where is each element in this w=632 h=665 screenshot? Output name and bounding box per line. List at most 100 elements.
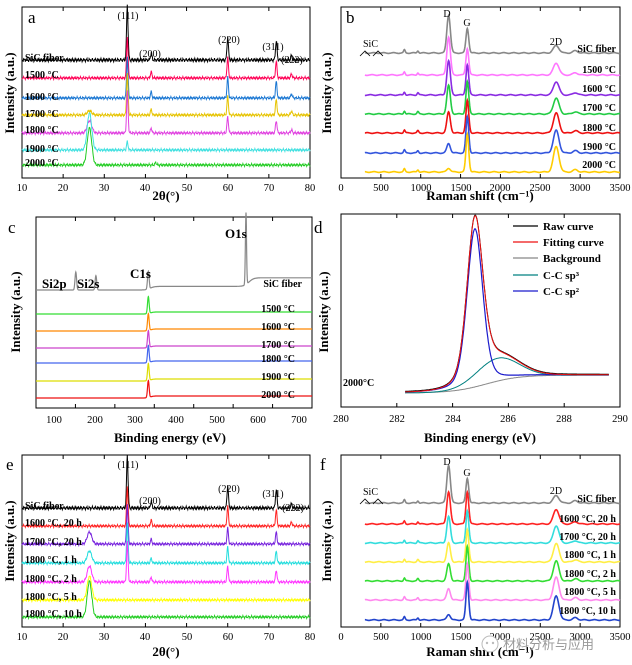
panel-b-xlabel: Raman shift (cm⁻¹) — [426, 188, 534, 203]
raw-line — [405, 214, 609, 392]
tick-label: 284 — [445, 414, 462, 425]
trace-label: 1500 °C — [582, 65, 616, 76]
trace-label: 1800 °C — [582, 123, 616, 134]
panel-b-letter: b — [346, 8, 355, 27]
panel-f-letter: f — [320, 455, 326, 474]
series-line — [364, 560, 621, 602]
trace-label: 1800 °C, 1 h — [25, 555, 77, 566]
panel-a-frame — [21, 6, 311, 179]
panel-c-xlabel: Binding energy (eV) — [114, 430, 226, 445]
trace-label: 1800 °C — [25, 125, 59, 136]
tick-label: 3500 — [610, 632, 631, 643]
panel-e-traces — [21, 454, 311, 621]
trace-label: 1700 °C — [25, 109, 59, 120]
tick-label: 30 — [99, 632, 110, 643]
tick-label: 60 — [223, 183, 234, 194]
trace-label: 1700 °C — [582, 103, 616, 114]
trace-label: 1600 °C, 20 h — [559, 514, 616, 525]
panel-c-trace-labels: SiC fiber 1500 °C 1600 °C 1700 °C 1800 °… — [261, 279, 302, 401]
tick-label: 80 — [305, 183, 316, 194]
panel-f-xlabel: Raman shift (cm⁻¹) — [426, 644, 534, 659]
series-line — [21, 580, 311, 621]
sic-arrows-icon — [359, 50, 384, 57]
panel-a-trace-labels: SiC fiber 1500 °C 1600 °C 1700 °C 1800 °… — [25, 53, 64, 169]
tick-label: 286 — [500, 414, 516, 425]
series-line — [364, 508, 620, 545]
peak-label-si2s: Si2s — [77, 276, 99, 291]
trace-label: SiC fiber — [25, 501, 64, 512]
panel-d-xlabel: Binding energy (eV) — [424, 430, 536, 445]
panel-b-frame — [340, 6, 621, 179]
panel-a-letter: a — [28, 8, 36, 27]
tick-label: 1000 — [411, 183, 432, 194]
trace-label: 2000 °C — [25, 158, 59, 169]
series-line — [21, 4, 311, 64]
tick-label: 282 — [389, 414, 405, 425]
trace-label: 2000 °C — [582, 160, 616, 171]
wechat-icon-dot — [485, 641, 489, 645]
tick-label: 1500 — [451, 183, 472, 194]
peak-label-sic: SiC — [363, 39, 378, 50]
panel-c-xticks: 100 200 300 400 500 600 700 — [46, 415, 307, 426]
trace-label: 1900 °C — [261, 372, 295, 383]
panel-e-xticks: 10 20 30 40 50 60 70 80 — [17, 632, 316, 643]
tick-label: 10 — [17, 183, 28, 194]
trace-label: SiC fiber — [25, 53, 64, 64]
tick-label: 1500 — [451, 632, 472, 643]
panel-f-traces — [364, 463, 621, 622]
tick-label: 10 — [17, 632, 28, 643]
tick-label: 3500 — [610, 183, 631, 194]
series-line — [36, 212, 312, 291]
series-line — [36, 295, 312, 315]
peak-label-d: D — [443, 9, 450, 20]
peak-label-111: (111) — [118, 11, 139, 22]
panel-e-frame — [21, 454, 311, 628]
tick-label: 40 — [140, 632, 151, 643]
tick-label: 50 — [182, 183, 193, 194]
tick-label: 200 — [87, 415, 103, 426]
trace-label: 1800 °C, 5 h — [564, 587, 616, 598]
tick-label: 500 — [209, 415, 225, 426]
panel-a: a Intensity (a.u.) 2θ(°) 10 20 30 40 50 … — [2, 4, 316, 203]
panel-e-trace-labels: SiC fiber 1600 °C, 20 h 1700 °C, 20 h 18… — [25, 501, 82, 620]
panel-c-letter: c — [8, 218, 16, 237]
series-line — [364, 97, 621, 135]
series-line — [21, 522, 311, 567]
series-line — [364, 131, 620, 174]
series-line — [21, 90, 311, 137]
peak-label-220: (220) — [218, 35, 240, 46]
trace-label: 1900 °C — [582, 142, 616, 153]
tick-label: 2000 — [490, 632, 511, 643]
wechat-icon-dot — [491, 641, 495, 645]
tick-label: 3000 — [570, 632, 591, 643]
sic-arrows-icon — [359, 498, 384, 505]
trace-label: 1600 °C — [582, 84, 616, 95]
series-line — [364, 35, 621, 77]
peak-label-si2p: Si2p — [42, 276, 67, 291]
series-line — [364, 463, 621, 505]
panel-d-ylabel: Intensity (a.u.) — [316, 271, 331, 352]
panel-b-trace-labels: SiC fiber 1500 °C 1600 °C 1700 °C 1800 °… — [577, 44, 616, 171]
peak-label-2d: 2D — [550, 37, 562, 48]
trace-label: 1500 °C — [261, 304, 295, 315]
series-line — [21, 72, 311, 119]
tick-label: 60 — [223, 632, 234, 643]
trace-label: 1600 °C — [25, 92, 59, 103]
peak-label-g: G — [463, 18, 470, 29]
series-line — [21, 486, 311, 530]
tick-label: 2500 — [530, 183, 551, 194]
series-line — [21, 504, 311, 548]
panel-a-ylabel: Intensity (a.u.) — [2, 52, 17, 133]
trace-label: 1700 °C — [261, 340, 295, 351]
tick-label: 2500 — [530, 632, 551, 643]
tick-label: 600 — [250, 415, 266, 426]
panel-d-traces — [405, 214, 609, 394]
panel-f-xticks: 0 500 1000 1500 2000 2500 3000 3500 — [338, 632, 630, 643]
panel-b-xticks: 0 500 1000 1500 2000 2500 3000 3500 — [338, 183, 630, 194]
peak-label-g: G — [463, 468, 470, 479]
panel-f-ylabel: Intensity (a.u.) — [319, 500, 334, 581]
tick-label: 20 — [58, 183, 69, 194]
panel-d-legend: Raw curve Fitting curve Background C-C s… — [513, 221, 604, 298]
tick-label: 30 — [99, 183, 110, 194]
tick-label: 300 — [127, 415, 143, 426]
